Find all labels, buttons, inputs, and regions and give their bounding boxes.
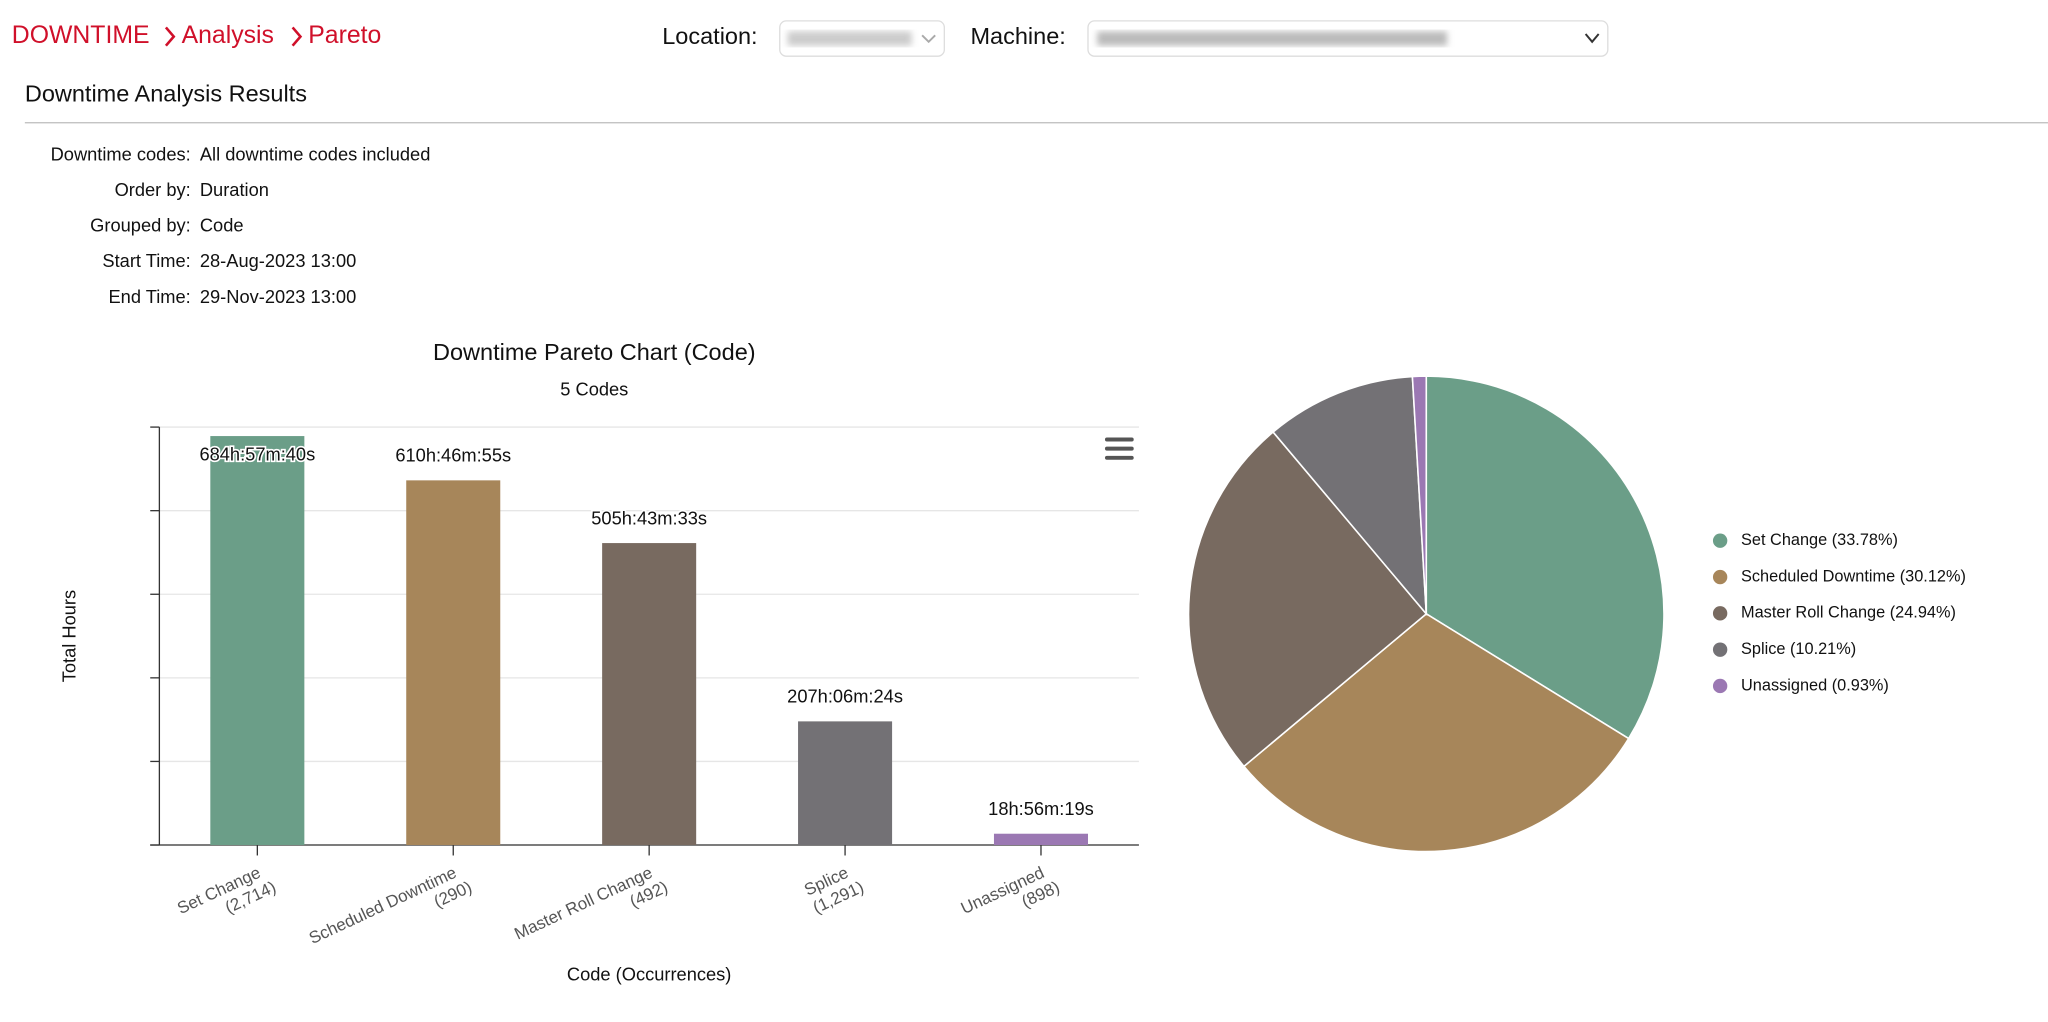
- legend-marker: [1712, 678, 1728, 694]
- bar: [406, 480, 501, 846]
- detail-label: Grouped by:: [90, 215, 191, 236]
- chevron: [164, 26, 176, 47]
- value-label: 505h:43m:33s: [591, 507, 707, 528]
- blurred-value: [787, 31, 912, 46]
- chart-title: Downtime Pareto Chart (Code): [433, 339, 756, 365]
- x-tick-label: Unassigned(898): [958, 863, 1063, 918]
- detail-label: Order by:: [115, 179, 191, 200]
- pie-slice: [1187, 430, 1428, 768]
- x-axis-label: Code (Occurrences): [567, 963, 731, 984]
- value-label: 207h:06m:24s: [787, 686, 903, 707]
- pie-slice: [1425, 375, 1665, 740]
- legend-marker: [1712, 569, 1728, 585]
- bar: [210, 436, 305, 846]
- menu-line: [1104, 455, 1134, 460]
- x-tick-label: Splice(1,291): [801, 863, 866, 917]
- chart-menu[interactable]: [1104, 437, 1134, 460]
- breadcrumb-item: Pareto: [308, 22, 381, 49]
- detail-value: All downtime codes included: [200, 143, 430, 164]
- bar: [993, 833, 1088, 846]
- legend-marker: [1712, 642, 1728, 657]
- pie-slice: [1411, 375, 1428, 614]
- pie-slice: [1242, 612, 1630, 853]
- select-arrow: [921, 34, 936, 44]
- detail-value: 28-Aug-2023 13:00: [200, 250, 356, 271]
- pie-slice: [1272, 375, 1428, 617]
- bar: [602, 543, 697, 846]
- filter-label: Location:: [662, 23, 757, 49]
- detail-label: Downtime codes:: [51, 143, 191, 164]
- y-axis-label: Total Hours: [58, 590, 79, 682]
- section-title: Downtime Analysis Results: [25, 81, 307, 107]
- legend-label[interactable]: Splice (10.21%): [1741, 640, 1856, 658]
- detail-value: Duration: [200, 179, 269, 200]
- details: Downtime codes: All downtime codes includ…: [51, 143, 431, 307]
- blurred-value: [1097, 31, 1448, 46]
- menu-line: [1104, 437, 1134, 442]
- detail-label: Start Time:: [102, 250, 190, 271]
- value-label: 610h:46m:55s: [395, 445, 511, 466]
- value-label: 18h:56m:19s: [988, 798, 1094, 819]
- breadcrumb-item[interactable]: DOWNTIME: [12, 22, 150, 49]
- x-tick-label: Master Roll Change(492): [511, 863, 670, 944]
- legend-marker: [1712, 606, 1728, 621]
- chart-subtitle: 5 Codes: [560, 378, 628, 399]
- breadcrumb-item[interactable]: Analysis: [182, 22, 274, 49]
- chevron: [291, 26, 303, 47]
- x-tick-label: Scheduled Downtime(290): [306, 863, 475, 948]
- detail-label: End Time:: [108, 286, 190, 307]
- detail-value: Code: [200, 215, 244, 236]
- x-tick-label: Set Change(2,714): [174, 863, 279, 918]
- legend-label[interactable]: Unassigned (0.93%): [1741, 676, 1889, 694]
- menu-line: [1104, 446, 1134, 451]
- filter-label: Machine:: [970, 23, 1065, 49]
- legend-label[interactable]: Scheduled Downtime (30.12%): [1741, 567, 1966, 585]
- legend-label[interactable]: Master Roll Change (24.94%): [1741, 604, 1956, 622]
- detail-value: 29-Nov-2023 13:00: [200, 286, 356, 307]
- legend-marker: [1712, 533, 1728, 548]
- bar: [798, 721, 893, 846]
- value-label: 684h:57m:40s: [199, 444, 315, 465]
- select-arrow: [1584, 33, 1600, 44]
- legend-label[interactable]: Set Change (33.78%): [1741, 531, 1898, 549]
